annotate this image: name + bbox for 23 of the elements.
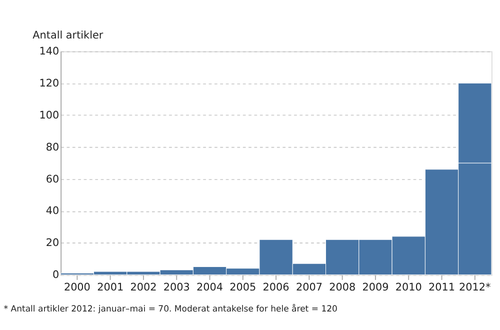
x-tick-label: 2002 — [130, 281, 157, 294]
y-tick-label: 40 — [46, 205, 60, 218]
y-tick-label: 120 — [39, 78, 60, 90]
x-tick-label: 2000 — [64, 281, 90, 294]
x-tick-label: 2006 — [262, 281, 290, 294]
x-tick-label: 2007 — [296, 281, 322, 294]
x-tick-label: 2004 — [196, 281, 224, 294]
x-tick-label: 2012* — [459, 281, 491, 294]
x-tick-label: 2009 — [362, 281, 389, 294]
x-tick-label: 2001 — [97, 281, 124, 294]
y-axis-title: Antall artikler — [32, 29, 104, 42]
x-tick-label: 2010 — [395, 281, 422, 294]
x-tick-label: 2011 — [428, 281, 456, 294]
x-tick-label: 2008 — [329, 281, 356, 294]
y-tick-label: 80 — [46, 141, 60, 154]
text: * Antall artikler 2012: januar–mai = 70. Moderat antakelse for hele året = 120 — [4, 304, 338, 315]
y-tick-label: 0 — [52, 269, 60, 282]
y-tick-label: 140 — [39, 46, 60, 58]
y-tick-label: 60 — [46, 173, 60, 186]
y-tick-label: 20 — [46, 237, 60, 250]
y-tick-label: 100 — [39, 109, 60, 122]
x-tick-label: 2005 — [230, 281, 256, 294]
x-tick-label: 2003 — [163, 281, 190, 294]
